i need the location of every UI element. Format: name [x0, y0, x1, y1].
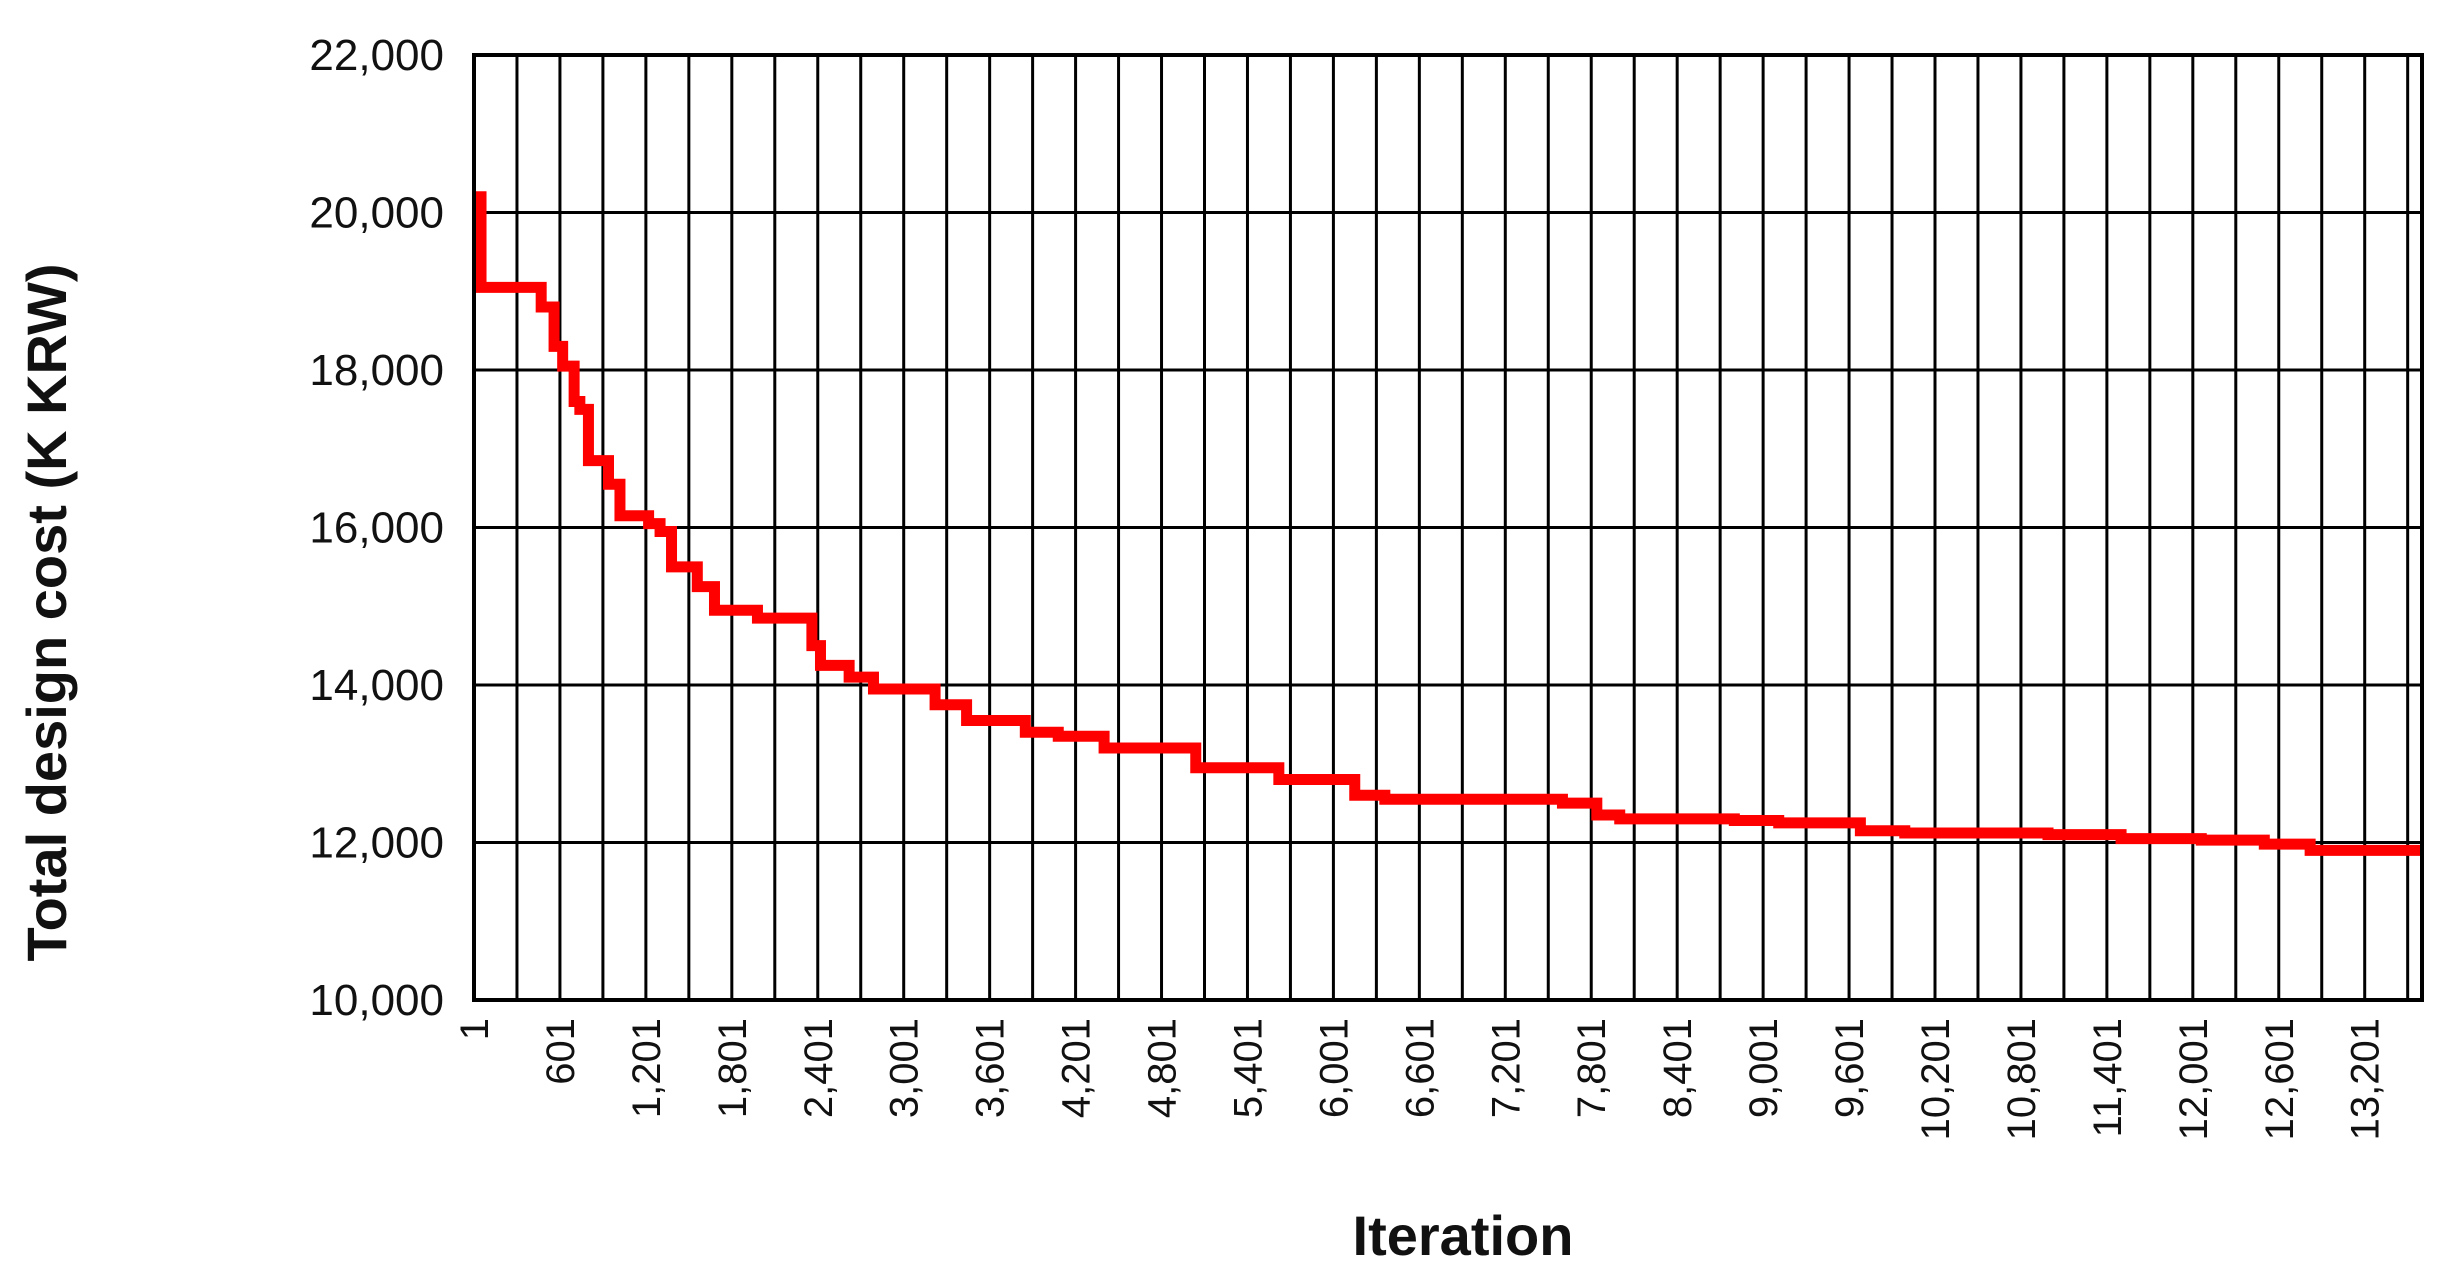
y-tick-label: 22,000: [309, 31, 444, 80]
series-line: [474, 191, 2422, 856]
x-tick-label: 7,801: [1570, 1018, 1614, 1118]
x-tick-label: 5,401: [1226, 1018, 1270, 1118]
x-axis-title: Iteration: [1353, 1204, 1574, 1267]
y-tick-label: 20,000: [309, 189, 444, 238]
x-tick-label: 10,801: [2000, 1018, 2044, 1140]
x-tick-label: 6,001: [1312, 1018, 1356, 1118]
x-tick-label: 3,001: [883, 1018, 927, 1118]
plot-frame: [472, 53, 2424, 1002]
x-tick-label: 9,001: [1742, 1018, 1786, 1118]
x-tick-label: 3,601: [969, 1018, 1013, 1118]
y-axis-title: Total design cost (K KRW): [15, 264, 78, 962]
x-tick-label: 1,801: [711, 1018, 755, 1118]
x-tick-label: 12,001: [2172, 1018, 2216, 1140]
y-tick-label: 10,000: [309, 976, 444, 1025]
x-tick-label: 4,801: [1141, 1018, 1185, 1118]
y-tick-labels: 10,000 12,000 14,000 16,000 18,000 20,000 22,0…: [309, 31, 444, 1025]
x-tick-label: 8,401: [1656, 1018, 1700, 1118]
x-tick-label: 13,201: [2344, 1018, 2388, 1140]
x-tick-label: 1: [453, 1018, 497, 1040]
x-tick-label: 601: [539, 1018, 583, 1085]
y-tick-label: 18,000: [309, 346, 444, 395]
x-tick-label: 11,401: [2086, 1018, 2130, 1137]
x-tick-label: 1,201: [625, 1018, 669, 1118]
x-tick-label: 4,201: [1055, 1018, 1099, 1118]
x-tick-label: 7,201: [1484, 1018, 1528, 1118]
y-tick-label: 14,000: [309, 661, 444, 710]
y-tick-label: 12,000: [309, 819, 444, 868]
x-tick-labels: 1 601 1,201 1,801 2,401 3,001 3,601 4,201 4,801 5…: [453, 1018, 2388, 1140]
x-tick-label: 2,401: [797, 1018, 841, 1118]
x-tick-label: 6,601: [1398, 1018, 1442, 1118]
x-tick-label: 10,201: [1914, 1018, 1958, 1140]
x-tick-label: 9,601: [1828, 1018, 1872, 1118]
y-tick-label: 16,000: [309, 504, 444, 553]
gridlines: [472, 53, 2422, 1002]
series-layer: [474, 191, 2422, 856]
x-tick-label: 12,601: [2258, 1018, 2302, 1140]
